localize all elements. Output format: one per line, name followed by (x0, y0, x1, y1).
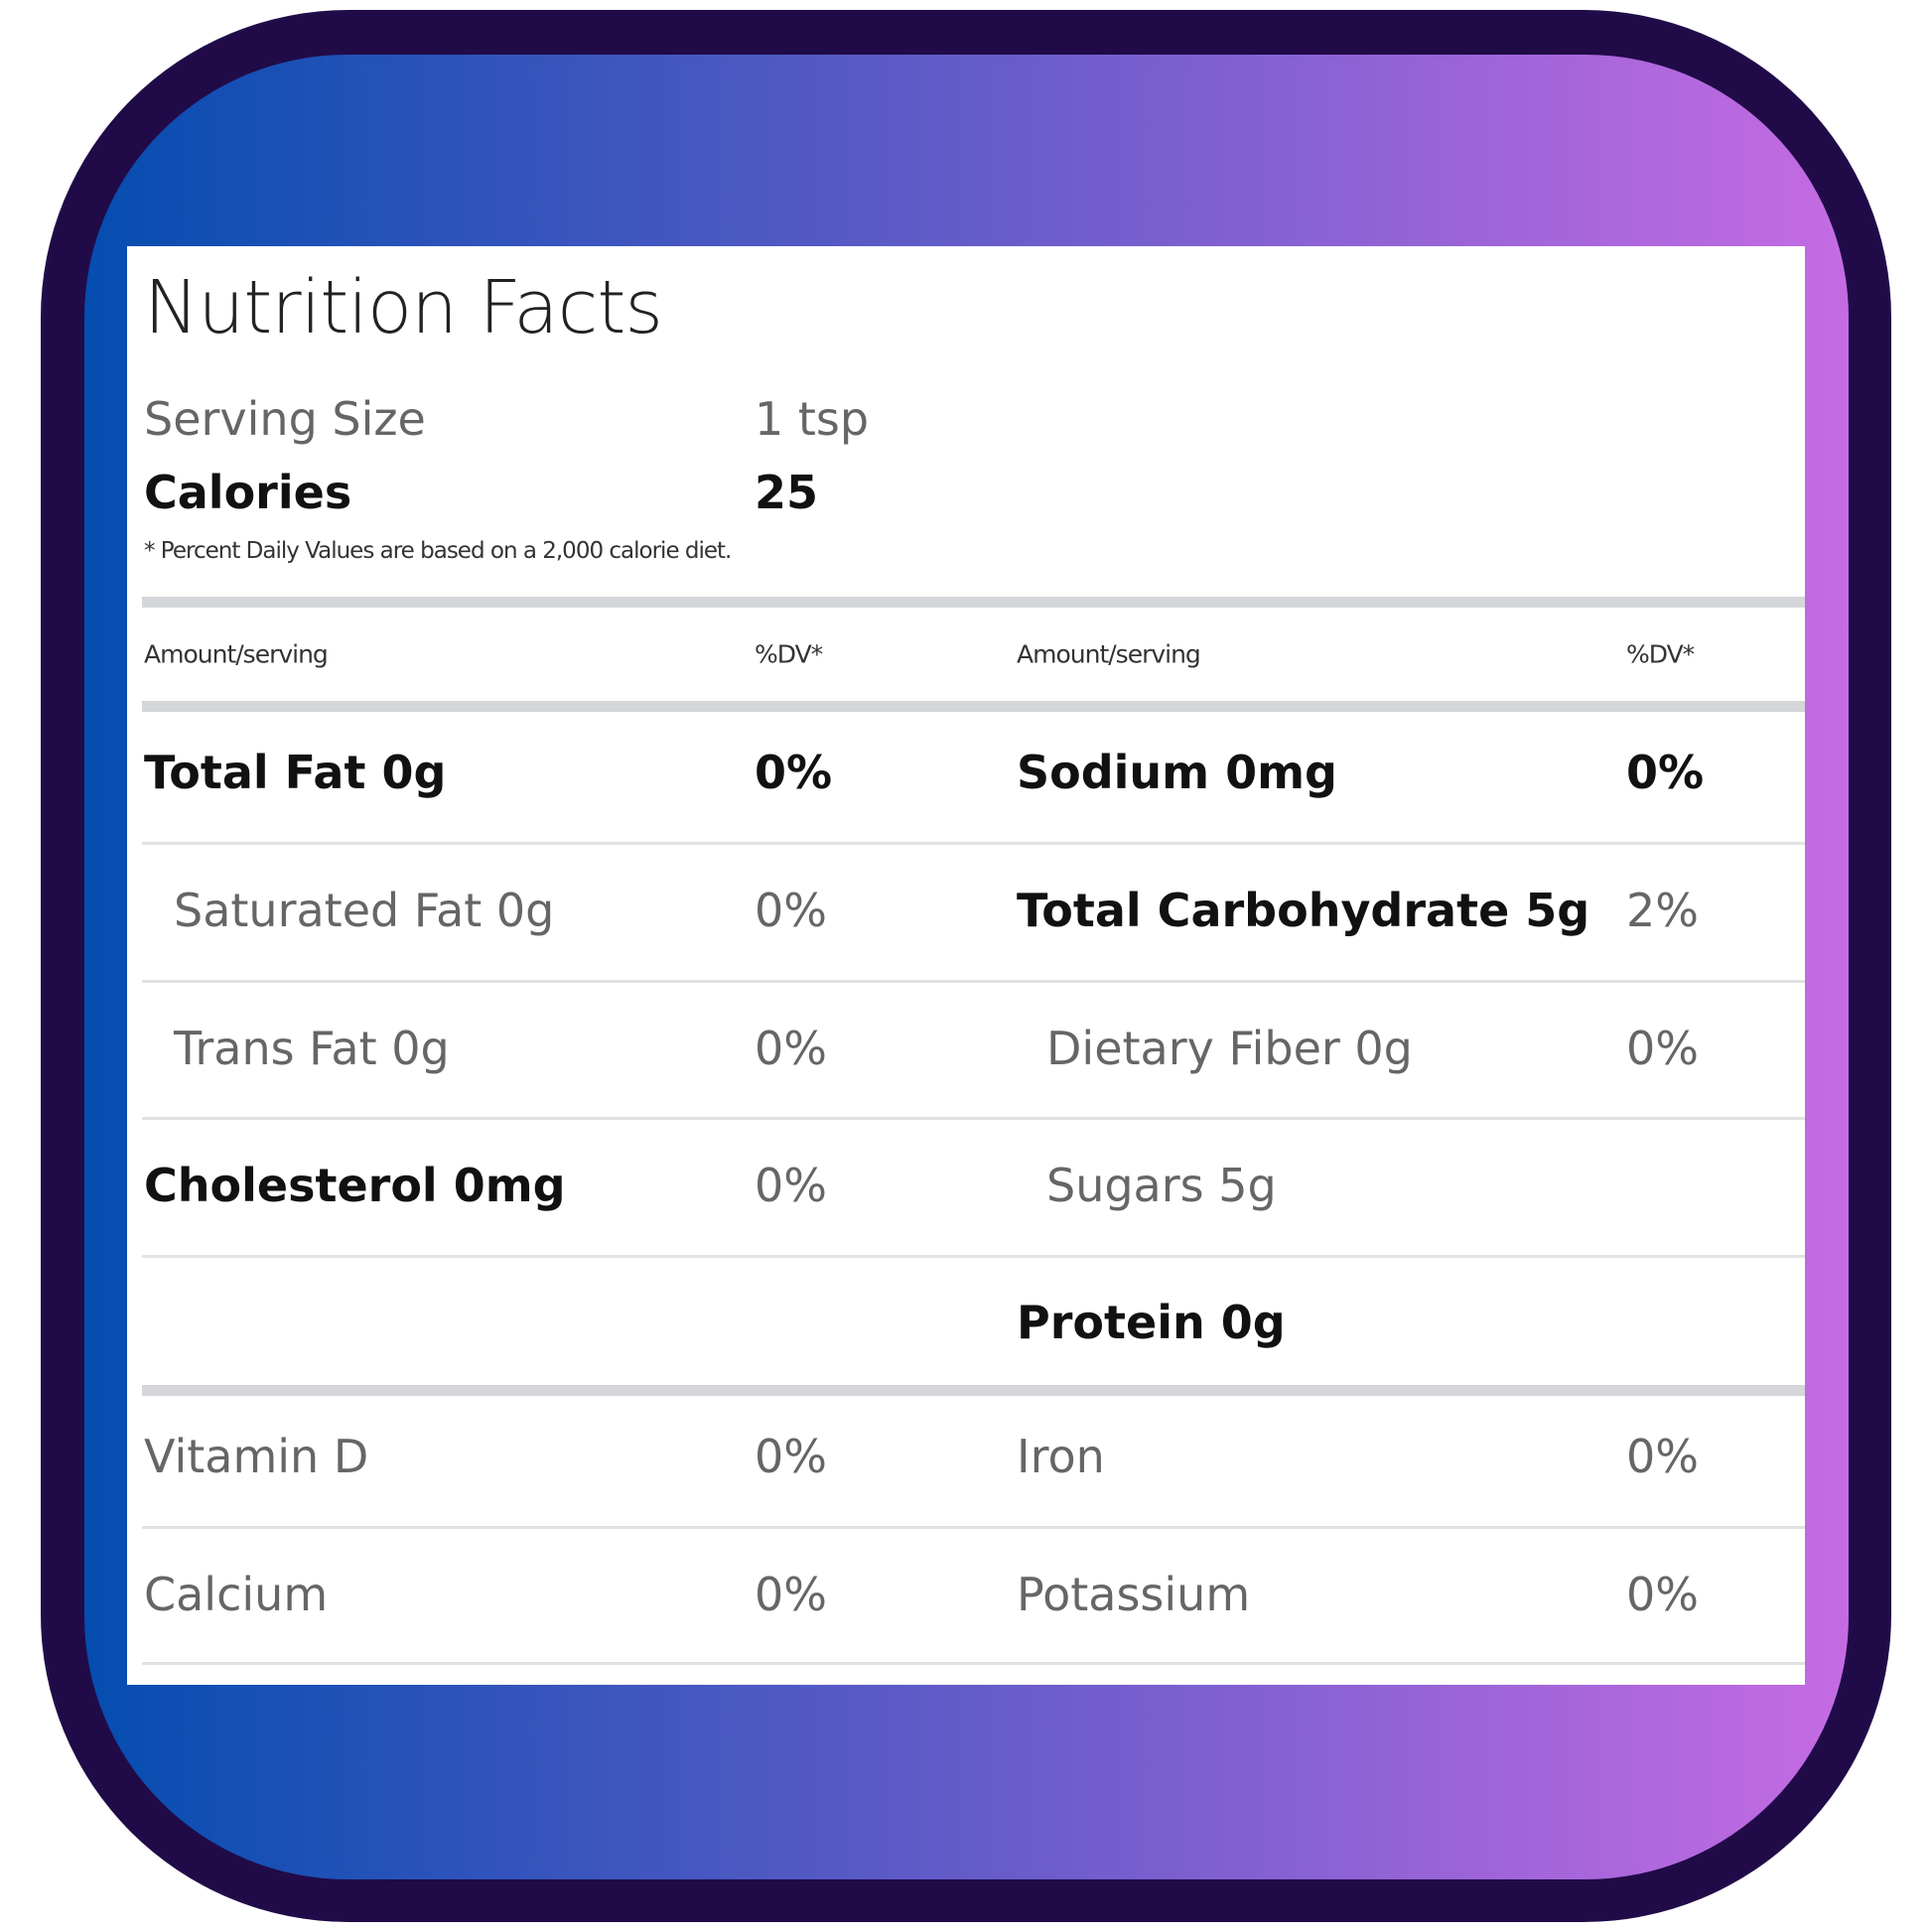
nutrient-label: Sugars 5g (1046, 1159, 1277, 1212)
nutrient-label: Cholesterol 0mg (144, 1159, 566, 1212)
header-amount-right: Amount/serving (1017, 639, 1201, 669)
divider (142, 1526, 1805, 1529)
vitamin-label: Potassium (1017, 1568, 1251, 1621)
nutrient-dv: 0% (1626, 1022, 1699, 1075)
nutrient-label: Trans Fat 0g (174, 1022, 450, 1075)
divider (142, 842, 1805, 845)
divider-thick (142, 1385, 1805, 1396)
nutrient-label: Dietary Fiber 0g (1046, 1022, 1413, 1075)
nutrient-label: Sodium 0mg (1017, 746, 1337, 799)
vitamin-dv: 0% (755, 1568, 827, 1621)
nutrition-panel (127, 246, 1805, 1685)
divider (142, 1117, 1805, 1120)
nutrient-dv: 2% (1626, 884, 1699, 937)
divider (142, 1255, 1805, 1258)
vitamin-label: Calcium (144, 1568, 329, 1621)
vitamin-label: Iron (1017, 1430, 1105, 1483)
nutrient-dv: 0% (755, 884, 827, 937)
calories-value: 25 (755, 466, 819, 519)
header-dv-right: %DV* (1626, 639, 1695, 669)
serving-size-value: 1 tsp (755, 392, 870, 446)
header-dv-left: %DV* (755, 639, 823, 669)
nutrient-dv: 0% (755, 1159, 827, 1212)
nutrient-dv: 0% (755, 1022, 827, 1075)
vitamin-label: Vitamin D (144, 1430, 369, 1483)
divider-thick (142, 701, 1805, 712)
vitamin-dv: 0% (1626, 1568, 1699, 1621)
calories-label: Calories (144, 466, 352, 519)
nutrient-label: Saturated Fat 0g (174, 884, 555, 937)
vitamin-dv: 0% (755, 1430, 827, 1483)
footnote: * Percent Daily Values are based on a 2,… (144, 538, 732, 564)
nutrient-label: Total Carbohydrate 5g (1017, 884, 1590, 937)
page-title: Nutrition Facts (144, 265, 663, 350)
header-amount-left: Amount/serving (144, 639, 329, 669)
divider (142, 980, 1805, 983)
nutrient-dv: 0% (1626, 746, 1705, 799)
serving-size-label: Serving Size (144, 392, 426, 446)
divider-thick (142, 597, 1805, 608)
nutrient-dv: 0% (755, 746, 833, 799)
nutrient-label: Total Fat 0g (144, 746, 447, 799)
vitamin-dv: 0% (1626, 1430, 1699, 1483)
divider (142, 1662, 1805, 1665)
nutrient-label: Protein 0g (1017, 1296, 1286, 1349)
